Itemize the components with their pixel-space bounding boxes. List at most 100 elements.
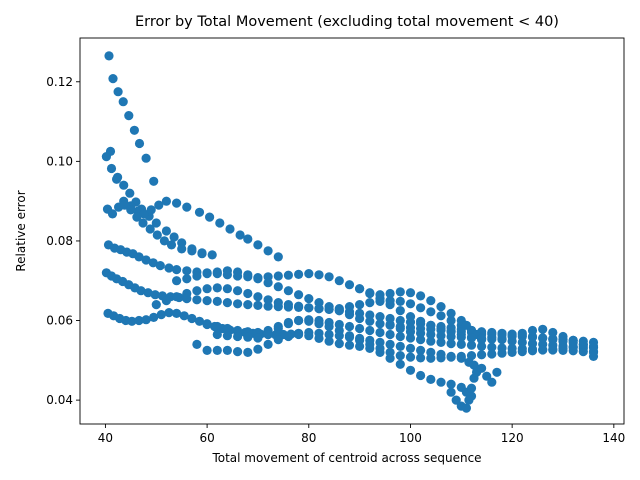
data-point xyxy=(161,196,171,206)
data-point xyxy=(304,316,314,326)
data-point xyxy=(202,319,212,330)
data-point xyxy=(365,339,375,349)
data-point xyxy=(477,334,487,344)
data-point xyxy=(405,365,416,375)
data-point xyxy=(365,298,375,308)
data-point xyxy=(426,353,436,363)
data-point xyxy=(405,343,416,353)
data-point xyxy=(365,288,375,298)
y-tick-label: 0.10 xyxy=(46,154,73,168)
data-point xyxy=(233,331,243,342)
data-point xyxy=(212,345,222,355)
data-point xyxy=(263,301,273,311)
y-tick-label: 0.04 xyxy=(46,393,73,407)
data-point xyxy=(436,377,446,387)
data-point xyxy=(235,230,245,240)
data-point xyxy=(294,301,304,311)
data-point xyxy=(192,286,202,296)
data-point xyxy=(456,339,466,349)
data-point xyxy=(365,325,375,336)
data-point xyxy=(273,323,283,334)
data-point xyxy=(127,316,137,326)
data-point xyxy=(365,316,375,326)
data-point xyxy=(222,266,232,276)
data-point xyxy=(416,353,426,363)
data-point xyxy=(314,319,324,329)
data-point xyxy=(164,308,174,318)
data-point xyxy=(294,315,304,326)
data-point xyxy=(222,345,232,355)
data-point xyxy=(385,347,395,357)
data-point xyxy=(527,332,538,342)
data-point xyxy=(395,331,405,342)
data-point xyxy=(283,286,293,296)
data-point xyxy=(517,347,527,357)
data-point xyxy=(192,295,202,305)
data-point xyxy=(134,138,145,149)
data-point xyxy=(482,371,492,381)
data-point xyxy=(172,276,182,286)
data-point xyxy=(436,311,446,321)
data-point xyxy=(143,288,153,298)
data-point xyxy=(161,226,171,236)
data-point xyxy=(182,288,192,299)
data-point xyxy=(243,332,253,342)
data-point xyxy=(538,324,548,334)
data-point xyxy=(446,308,456,318)
data-point xyxy=(416,303,426,313)
data-point xyxy=(405,288,416,298)
data-point xyxy=(558,343,568,353)
data-point xyxy=(212,283,222,293)
data-point xyxy=(527,325,538,336)
data-point xyxy=(304,269,314,279)
data-point xyxy=(426,374,436,384)
data-point xyxy=(355,284,365,294)
data-point xyxy=(477,350,487,360)
data-point xyxy=(145,224,155,234)
data-point xyxy=(243,270,253,280)
data-point xyxy=(365,310,375,320)
data-point xyxy=(314,298,324,308)
data-point xyxy=(538,345,548,355)
data-point xyxy=(172,292,182,302)
data-point xyxy=(487,334,497,344)
y-axis-label: Relative error xyxy=(14,190,28,271)
y-axis-ticks: 0.04 0.06 0.08 0.10 0.12 xyxy=(46,75,80,407)
data-point xyxy=(182,274,192,284)
x-tick-label: 40 xyxy=(98,431,113,445)
data-point xyxy=(446,379,456,389)
data-points xyxy=(101,51,599,413)
data-point xyxy=(172,265,182,275)
data-point xyxy=(395,306,405,316)
data-point xyxy=(446,387,456,397)
data-point xyxy=(273,282,283,292)
data-point xyxy=(139,209,149,219)
data-point xyxy=(243,288,253,299)
data-point xyxy=(385,296,395,306)
data-point xyxy=(375,327,385,338)
data-point xyxy=(324,321,334,332)
data-point xyxy=(273,271,283,281)
data-point xyxy=(344,331,355,341)
data-point xyxy=(273,298,283,308)
data-point xyxy=(202,345,212,355)
data-point xyxy=(395,323,405,334)
data-point xyxy=(192,271,202,281)
data-point xyxy=(416,291,426,301)
data-point xyxy=(294,290,304,300)
data-point xyxy=(507,331,517,342)
data-point xyxy=(416,345,426,355)
data-point xyxy=(169,232,179,242)
data-point xyxy=(283,300,293,310)
data-point xyxy=(149,312,159,322)
data-point xyxy=(334,276,344,286)
data-point xyxy=(324,272,334,282)
data-point xyxy=(253,300,263,310)
data-point xyxy=(355,313,365,324)
data-point xyxy=(334,339,344,349)
data-point xyxy=(461,403,471,413)
data-point xyxy=(194,207,205,217)
data-point xyxy=(202,269,212,279)
y-tick-label: 0.06 xyxy=(46,314,73,328)
